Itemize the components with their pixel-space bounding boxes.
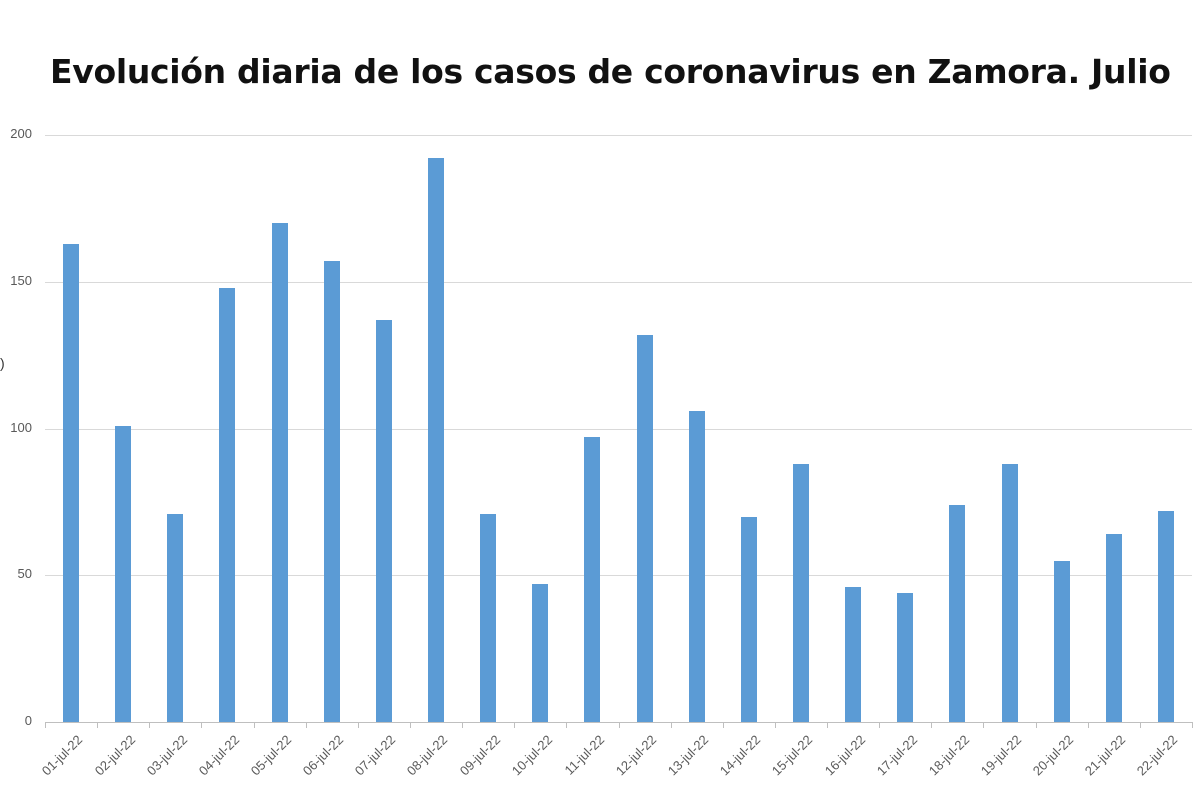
y-tick-label: 200 — [10, 126, 32, 141]
x-tick-mark — [305, 722, 307, 728]
bar — [1053, 560, 1070, 722]
bar — [323, 261, 340, 722]
x-tick-mark — [409, 722, 411, 728]
x-tick-label: 16-jul-22 — [821, 732, 868, 779]
x-tick-mark — [722, 722, 724, 728]
gridline — [45, 281, 1192, 283]
gridline — [45, 575, 1192, 577]
bar — [271, 223, 288, 722]
bar — [1001, 463, 1018, 722]
chart-title: Evolución diaria de los casos de coronav… — [50, 52, 1171, 91]
gridline — [45, 135, 1192, 136]
x-tick-mark — [618, 722, 620, 728]
x-tick-mark — [253, 722, 255, 728]
x-tick-mark — [357, 722, 359, 728]
x-tick-label: 05-jul-22 — [247, 732, 295, 779]
bar — [688, 410, 705, 722]
x-tick-label: 13-jul-22 — [664, 732, 712, 779]
x-tick-label: 18-jul-22 — [925, 732, 972, 779]
bar — [1157, 510, 1174, 722]
x-tick-label: 20-jul-22 — [1029, 732, 1077, 779]
x-tick-mark — [827, 722, 829, 728]
x-tick-label: 11-jul-22 — [561, 732, 608, 778]
x-tick-mark — [774, 722, 776, 728]
x-tick-label: 07-jul-22 — [352, 732, 399, 779]
x-tick-label: 21-jul-22 — [1082, 732, 1129, 779]
bar — [219, 287, 236, 722]
x-tick-label: 02-jul-22 — [91, 732, 138, 779]
x-tick-mark — [670, 722, 672, 728]
bar — [167, 513, 184, 722]
x-tick-mark — [45, 722, 46, 728]
bar — [584, 437, 601, 722]
gridline — [45, 428, 1192, 430]
x-tick-mark — [149, 722, 151, 728]
x-tick-label: 08-jul-22 — [404, 732, 451, 779]
bar — [740, 516, 757, 722]
y-tick-label: 0 — [24, 713, 32, 728]
x-tick-mark — [514, 722, 516, 728]
bar — [115, 425, 132, 722]
x-tick-label: 03-jul-22 — [143, 732, 190, 779]
x-tick-mark — [931, 722, 933, 728]
x-tick-mark — [1192, 722, 1193, 728]
x-tick-label: 01-jul-22 — [39, 732, 86, 779]
y-tick-label: 50 — [17, 566, 32, 582]
x-tick-mark — [201, 722, 203, 728]
x-tick-label: 04-jul-22 — [195, 732, 243, 779]
x-tick-mark — [879, 722, 881, 728]
bar — [949, 504, 966, 722]
bar — [375, 319, 392, 722]
x-tick-mark — [97, 722, 99, 728]
x-tick-mark — [983, 722, 985, 728]
bar — [480, 513, 497, 722]
x-tick-label: 17-jul-22 — [873, 732, 920, 779]
bar — [63, 243, 80, 722]
x-tick-label: 12-jul-22 — [612, 732, 660, 779]
y-tick-label: 150 — [10, 272, 32, 288]
bar — [845, 586, 862, 722]
x-tick-mark — [1087, 722, 1089, 728]
x-tick-mark — [1035, 722, 1037, 728]
y-tick-label: 100 — [10, 419, 32, 435]
x-tick-label: 09-jul-22 — [456, 732, 503, 779]
x-tick-label: 22-jul-22 — [1134, 732, 1181, 779]
x-tick-label: 10-jul-22 — [508, 732, 555, 779]
x-tick-mark — [566, 722, 568, 728]
x-tick-label: 14-jul-22 — [717, 732, 764, 779]
clipped-axis-glyph: ) — [0, 355, 5, 371]
x-tick-mark — [462, 722, 464, 728]
bar — [532, 584, 549, 722]
bar — [897, 592, 914, 722]
x-tick-mark — [1139, 722, 1141, 728]
bar — [792, 463, 809, 722]
x-tick-label: 06-jul-22 — [299, 732, 347, 779]
bar — [636, 334, 653, 722]
bar — [1105, 534, 1122, 722]
bar — [428, 158, 445, 722]
x-tick-label: 15-jul-22 — [769, 732, 816, 779]
x-tick-label: 19-jul-22 — [977, 732, 1025, 779]
